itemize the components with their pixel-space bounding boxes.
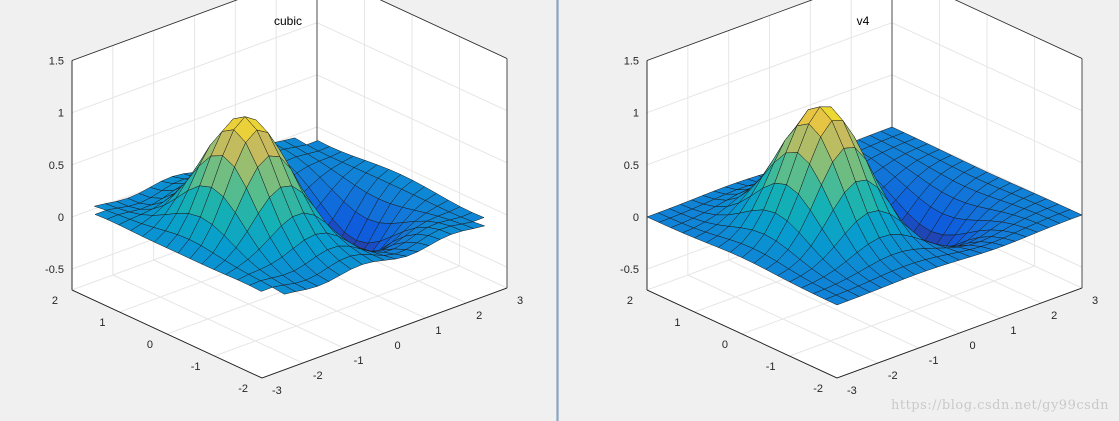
surface-plot-v4[interactable]: -0.5 0 0.5 1 1.5 -2 -1 0 1 2 -3 -2 -1 0 1 2 3 v4 [559,0,1119,421]
plot-title: cubic [274,14,302,28]
y-tick-label: 1 [674,317,680,329]
x-tick-label: 3 [1092,295,1098,307]
z-tick-label: 1.5 [49,56,64,68]
axis-line [836,287,1083,379]
plot-title: v4 [857,14,870,28]
surface-patch [248,280,273,292]
z-tick-label: 0.5 [49,160,64,172]
axis-edge [646,0,813,61]
axis-line [261,287,508,379]
y-tick-label: 2 [627,295,633,307]
subplot-cubic: -0.5 0 0.5 1 1.5 -2 -1 0 1 2 -3 -2 -1 0 1 2 3 cubic [0,0,557,421]
x-tick-label: 1 [435,325,441,337]
x-tick-label: 1 [1010,325,1016,337]
axis-edge [379,0,508,59]
y-tick-label: -2 [238,383,248,395]
y-tick-label: -1 [191,361,201,373]
surface-patch [271,284,297,295]
z-tick-label: 1 [58,108,64,120]
subplot-v4: -0.5 0 0.5 1 1.5 -2 -1 0 1 2 -3 -2 -1 0 1 2 3 v4 [559,0,1119,421]
y-tick-label: -2 [813,383,823,395]
z-tick-label: 0.5 [624,160,639,172]
surface [646,106,1083,306]
y-tick-label: -1 [766,361,776,373]
tick-labels: -0.5 0 0.5 1 1.5 -2 -1 0 1 2 -3 -2 -1 0 1 2 3 [620,56,1098,398]
axis-line [71,289,263,379]
z-tick-label: 1 [633,108,639,120]
z-tick-label: -0.5 [45,264,64,276]
x-tick-label: 0 [970,340,976,352]
x-tick-label: -2 [313,370,323,382]
y-tick-label: 2 [52,295,58,307]
x-tick-label: 2 [1051,310,1057,322]
tick-labels: -0.5 0 0.5 1 1.5 -2 -1 0 1 2 -3 -2 -1 0 1 2 3 [45,56,523,398]
grid-line-y [789,265,1035,357]
x-tick-label: -1 [929,355,939,367]
z-tick-label: 0 [633,212,639,224]
axis-line [646,289,838,379]
grid-line-y [214,265,460,357]
watermark-text: https://blog.csdn.net/gy99csdn [890,398,1109,413]
z-tick-label: 0 [58,212,64,224]
x-tick-label: 2 [476,310,482,322]
y-tick-label: 1 [99,317,105,329]
x-tick-label: -3 [847,385,857,397]
y-tick-label: 0 [722,339,728,351]
x-tick-label: 0 [395,340,401,352]
x-tick-label: -1 [354,355,364,367]
y-tick-label: 0 [147,339,153,351]
panel-divider [556,0,559,421]
axis-edge [954,0,1083,59]
x-tick-label: -3 [272,385,282,397]
axis-edge [71,0,238,61]
surface-patch [824,294,849,306]
z-tick-label: 1.5 [624,56,639,68]
z-tick-label: -0.5 [620,264,639,276]
x-tick-label: -2 [888,370,898,382]
surface [93,116,486,295]
x-tick-label: 3 [517,295,523,307]
surface-plot-cubic[interactable]: -0.5 0 0.5 1 1.5 -2 -1 0 1 2 -3 -2 -1 0 1 2 3 cubic [0,0,557,421]
